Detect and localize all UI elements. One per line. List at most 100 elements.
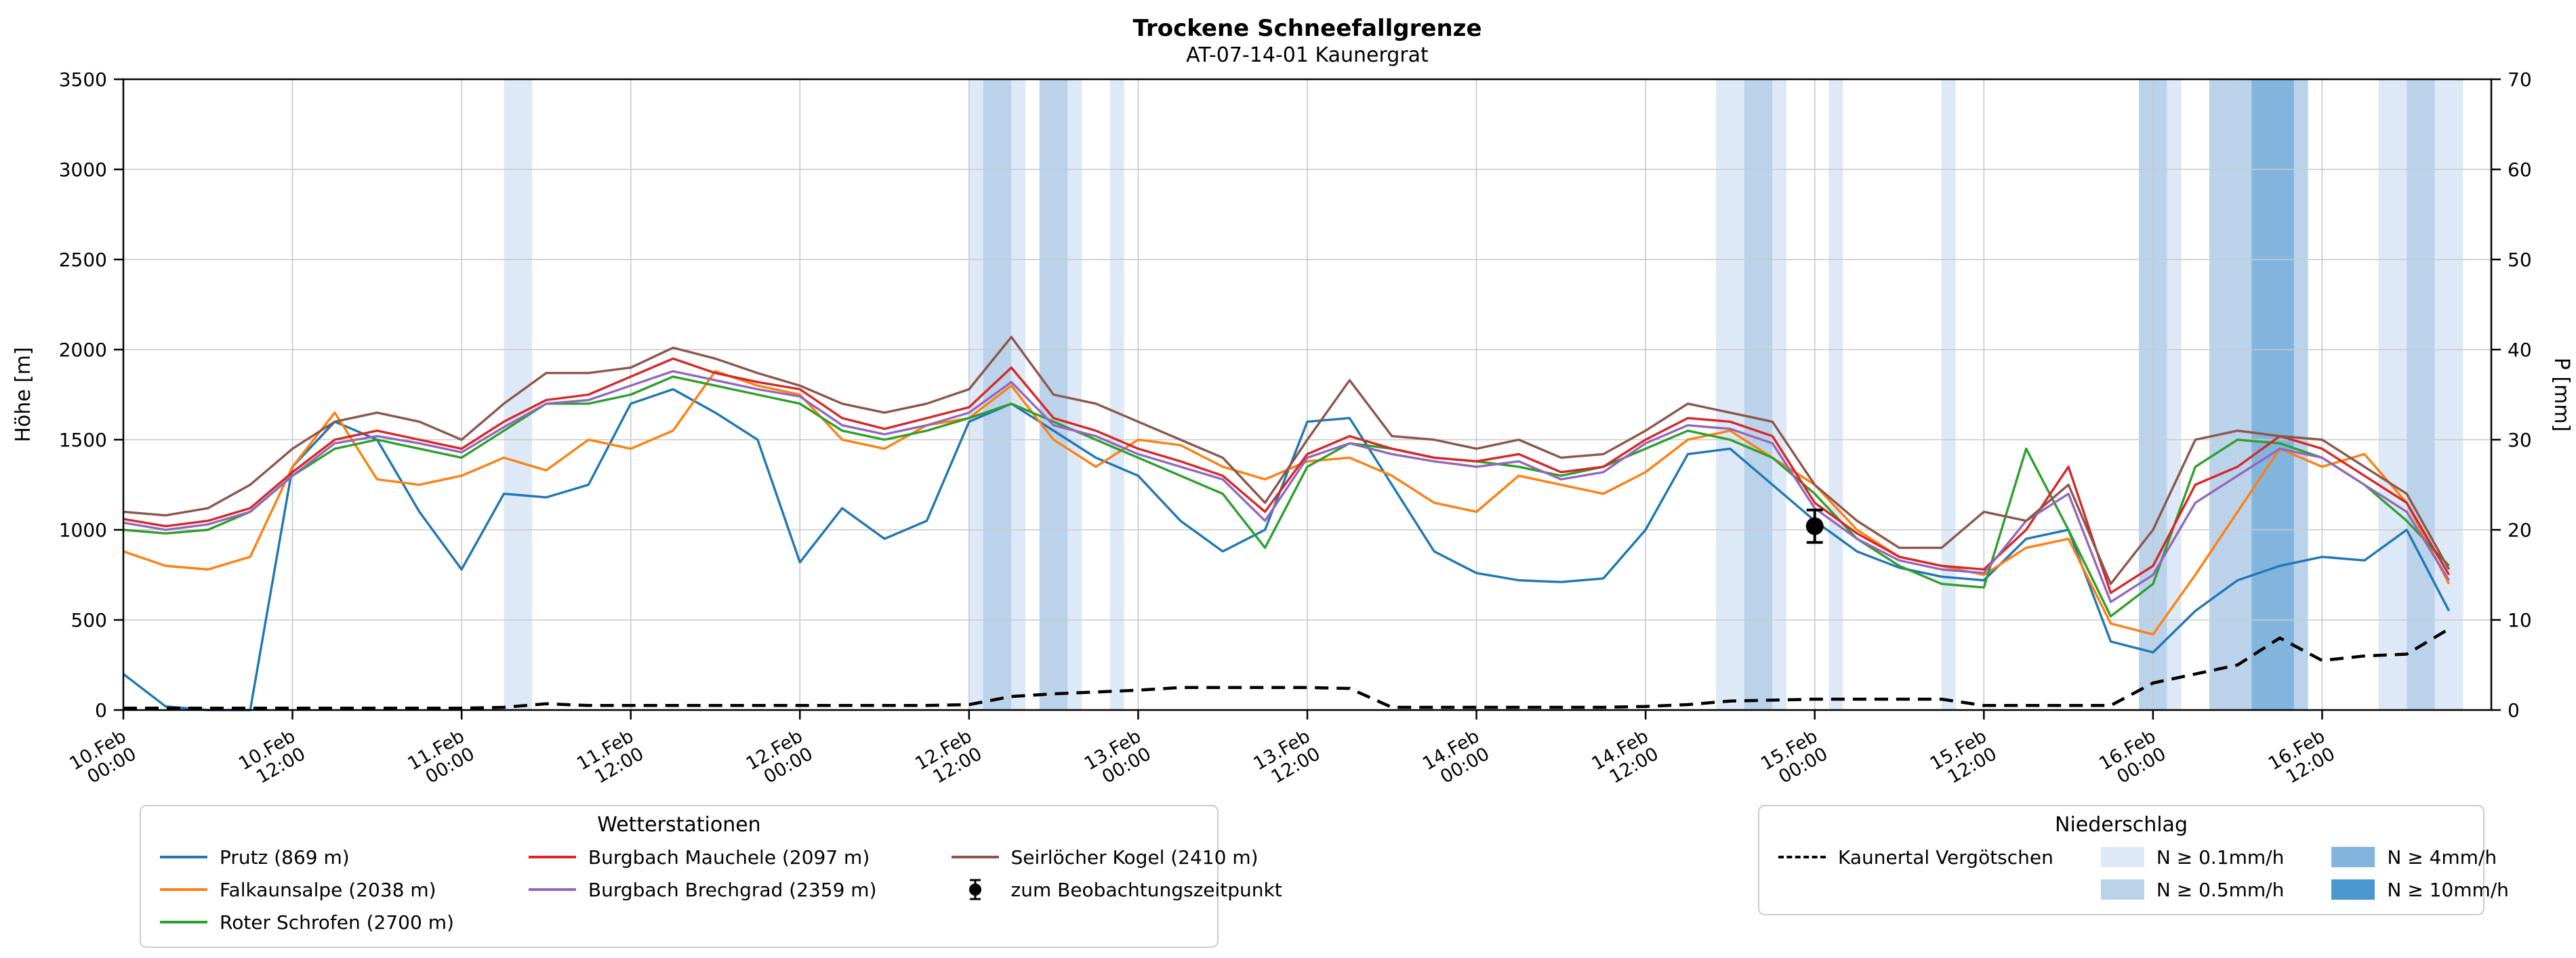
tick-label-right: 20 — [2508, 519, 2532, 541]
legend-item-label: N ≥ 0.5mm/h — [2156, 878, 2285, 901]
tick-label-bottom: 15.Feb00:00 — [1757, 726, 1831, 792]
precip-swatch-icon — [2331, 879, 2375, 900]
tick-label-bottom: 12.Feb12:00 — [912, 726, 985, 792]
line-swatch-icon — [528, 888, 576, 891]
legend-item-n-0-5mm-h: N ≥ 0.5mm/h — [2100, 877, 2285, 902]
legend-item-label: N ≥ 10mm/h — [2387, 878, 2509, 901]
tick-label-right: 60 — [2508, 159, 2532, 181]
line-swatch-icon — [160, 921, 207, 923]
series-line — [123, 357, 2451, 594]
precip-band — [1828, 79, 1843, 710]
legend-stations-title: Wetterstationen — [597, 813, 761, 837]
legend-item-burgbach-brechgrad-2359-m: Burgbach Brechgrad (2359 m) — [528, 877, 877, 902]
precip-band — [2378, 79, 2407, 710]
legend-column: Burgbach Mauchele (2097 m) Burgbach Brech… — [528, 845, 877, 934]
legend-precip-content: Kaunertal Vergötschen N ≥ 0.1mm/h N ≥ 0.5m… — [1778, 845, 2509, 902]
legend-precip-title: Niederschlag — [2055, 813, 2188, 837]
tick-label-left: 500 — [71, 609, 107, 631]
observation-marker-icon — [968, 879, 981, 900]
legend-item-label: Burgbach Brechgrad (2359 m) — [588, 878, 877, 901]
chart-subtitle: AT-07-14-01 Kaunergrat — [1186, 43, 1429, 67]
legend-item-label: Seirlöcher Kogel (2410 m) — [1010, 846, 1259, 869]
legend-column: N ≥ 0.1mm/h N ≥ 0.5mm/h — [2100, 845, 2285, 902]
precip-band — [1716, 79, 1744, 710]
tick-label-left: 0 — [95, 699, 107, 722]
precip-band — [2407, 79, 2435, 710]
precip-band — [1772, 79, 1787, 710]
legend-item-label: zum Beobachtungszeitpunkt — [1010, 878, 1282, 901]
legend-item-n-0-1mm-h: N ≥ 0.1mm/h — [2100, 845, 2285, 869]
precip-swatch-icon — [2100, 879, 2144, 900]
series-line — [123, 627, 2450, 710]
precip-swatch-icon — [2331, 847, 2375, 867]
legend-item-seirl-cher-kogel-2410-m: Seirlöcher Kogel (2410 m) — [951, 845, 1282, 869]
tick-label-bottom: 12.Feb00:00 — [743, 726, 817, 792]
legend-stations-columns: Prutz (869 m) Falkaunsalpe (2038 m) Roter … — [160, 845, 1282, 934]
legend-item-label: Prutz (869 m) — [220, 846, 350, 869]
tick-label-right: 50 — [2508, 249, 2532, 271]
legend-item-label: N ≥ 0.1mm/h — [2156, 846, 2285, 869]
observation-marker — [1805, 517, 1824, 535]
legend-column: Seirlöcher Kogel (2410 m) zum Beobachtung… — [951, 845, 1282, 934]
tick-label-left: 3000 — [59, 159, 107, 181]
legend-item-label: Falkaunsalpe (2038 m) — [220, 878, 436, 901]
tick-label-right: 30 — [2508, 429, 2532, 451]
tick-label-bottom: 15.Feb12:00 — [1927, 726, 2001, 792]
series-line — [123, 370, 2451, 604]
tick-label-left: 2500 — [59, 249, 107, 271]
y-right-axis-label: P [mm] — [2550, 358, 2573, 432]
precip-band — [2434, 79, 2463, 710]
dashed-line-icon — [1778, 856, 1826, 858]
series-line — [123, 375, 2450, 618]
tick-label-right: 40 — [2508, 339, 2532, 361]
precip-band — [2251, 79, 2294, 710]
precip-band — [983, 79, 1012, 710]
legend-item-falkaunsalpe-2038-m: Falkaunsalpe (2038 m) — [160, 877, 454, 902]
precip-band — [968, 79, 983, 710]
legend-item-prutz-869-m: Prutz (869 m) — [160, 845, 454, 869]
precip-swatch-icon — [2100, 847, 2144, 867]
legend-column: N ≥ 4mm/h N ≥ 10mm/h — [2331, 845, 2509, 902]
tick-label-left: 3500 — [59, 68, 107, 91]
line-swatch-icon — [951, 856, 999, 858]
tick-label-left: 2000 — [59, 339, 107, 361]
precip-band — [1109, 79, 1124, 710]
y-left-axis-label: Höhe [m] — [12, 347, 35, 442]
tick-label-bottom: 10.Feb00:00 — [66, 726, 140, 792]
tick-label-bottom: 13.Feb00:00 — [1081, 726, 1155, 792]
line-swatch-icon — [528, 856, 576, 858]
tick-label-right: 0 — [2508, 699, 2520, 722]
legend-item-n-4mm-h: N ≥ 4mm/h — [2331, 845, 2509, 869]
legend-item-kaunertal-verg-tschen: Kaunertal Vergötschen — [1778, 845, 2053, 869]
tick-label-bottom: 16.Feb12:00 — [2265, 726, 2339, 792]
precip-band — [1941, 79, 1956, 710]
tick-label-left: 1500 — [59, 429, 107, 451]
legend-item-roter-schrofen-2700-m: Roter Schrofen (2700 m) — [160, 910, 454, 934]
legend-item-label: N ≥ 4mm/h — [2387, 846, 2497, 869]
legend-item-n-10mm-h: N ≥ 10mm/h — [2331, 877, 2509, 902]
tick-label-bottom: 14.Feb12:00 — [1589, 726, 1662, 792]
precip-band — [2167, 79, 2182, 710]
series-line — [123, 335, 2451, 585]
tick-label-bottom: 11.Feb12:00 — [573, 726, 647, 792]
tick-label-bottom: 10.Feb12:00 — [235, 726, 309, 792]
tick-label-bottom: 16.Feb00:00 — [2095, 726, 2169, 792]
tick-label-bottom: 11.Feb00:00 — [405, 726, 478, 792]
precip-band — [1744, 79, 1773, 710]
legend-item-zum-beobachtungszeitpunkt: zum Beobachtungszeitpunkt — [952, 877, 1282, 902]
tick-label-right: 70 — [2508, 68, 2532, 91]
precip-band — [2209, 79, 2238, 710]
legend-item-label: Roter Schrofen (2700 m) — [220, 911, 454, 934]
legend-item-label: Burgbach Mauchele (2097 m) — [588, 846, 870, 869]
precip-band — [1067, 79, 1082, 710]
line-swatch-icon — [160, 888, 207, 891]
legend-niederschlag: Niederschlag Kaunertal Vergötschen N ≥ 0.… — [1758, 805, 2509, 915]
legend-column: Prutz (869 m) Falkaunsalpe (2038 m) Roter … — [160, 845, 454, 934]
legend-item-label: Kaunertal Vergötschen — [1838, 846, 2053, 869]
tick-label-left: 1000 — [59, 519, 107, 541]
line-swatch-icon — [160, 856, 207, 858]
chart-title: Trockene Schneefallgrenze — [1132, 15, 1482, 42]
tick-label-bottom: 13.Feb12:00 — [1250, 726, 1324, 792]
